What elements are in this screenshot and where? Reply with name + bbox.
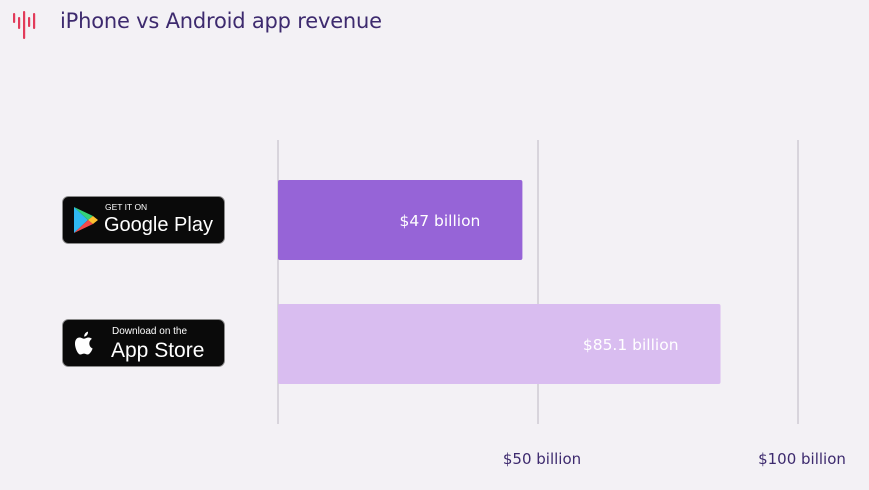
app-store-small-label: Download on the — [112, 326, 187, 337]
google-play-icon — [74, 207, 98, 233]
bar-wave-logo-icon — [13, 11, 36, 39]
google-play-large-label: Google Play — [104, 214, 213, 236]
app-store-large-label: App Store — [111, 339, 204, 362]
bar-label-0: $47 billion — [400, 212, 481, 230]
bar-0 — [278, 180, 523, 260]
page-title: iPhone vs Android app revenue — [60, 9, 382, 33]
bar-1 — [278, 304, 721, 384]
bar-label-1: $85.1 billion — [583, 336, 679, 354]
google-play-small-label: GET IT ON — [105, 202, 147, 212]
app-store-badge[interactable]: Download on the App Store — [62, 319, 225, 367]
google-play-badge[interactable]: GET IT ON Google Play — [62, 196, 225, 244]
header: iPhone vs Android app revenue — [0, 0, 869, 50]
apple-icon — [75, 331, 93, 355]
tick-label-1: $50 billion — [503, 450, 581, 468]
tick-label-2: $100 billion — [758, 450, 846, 468]
